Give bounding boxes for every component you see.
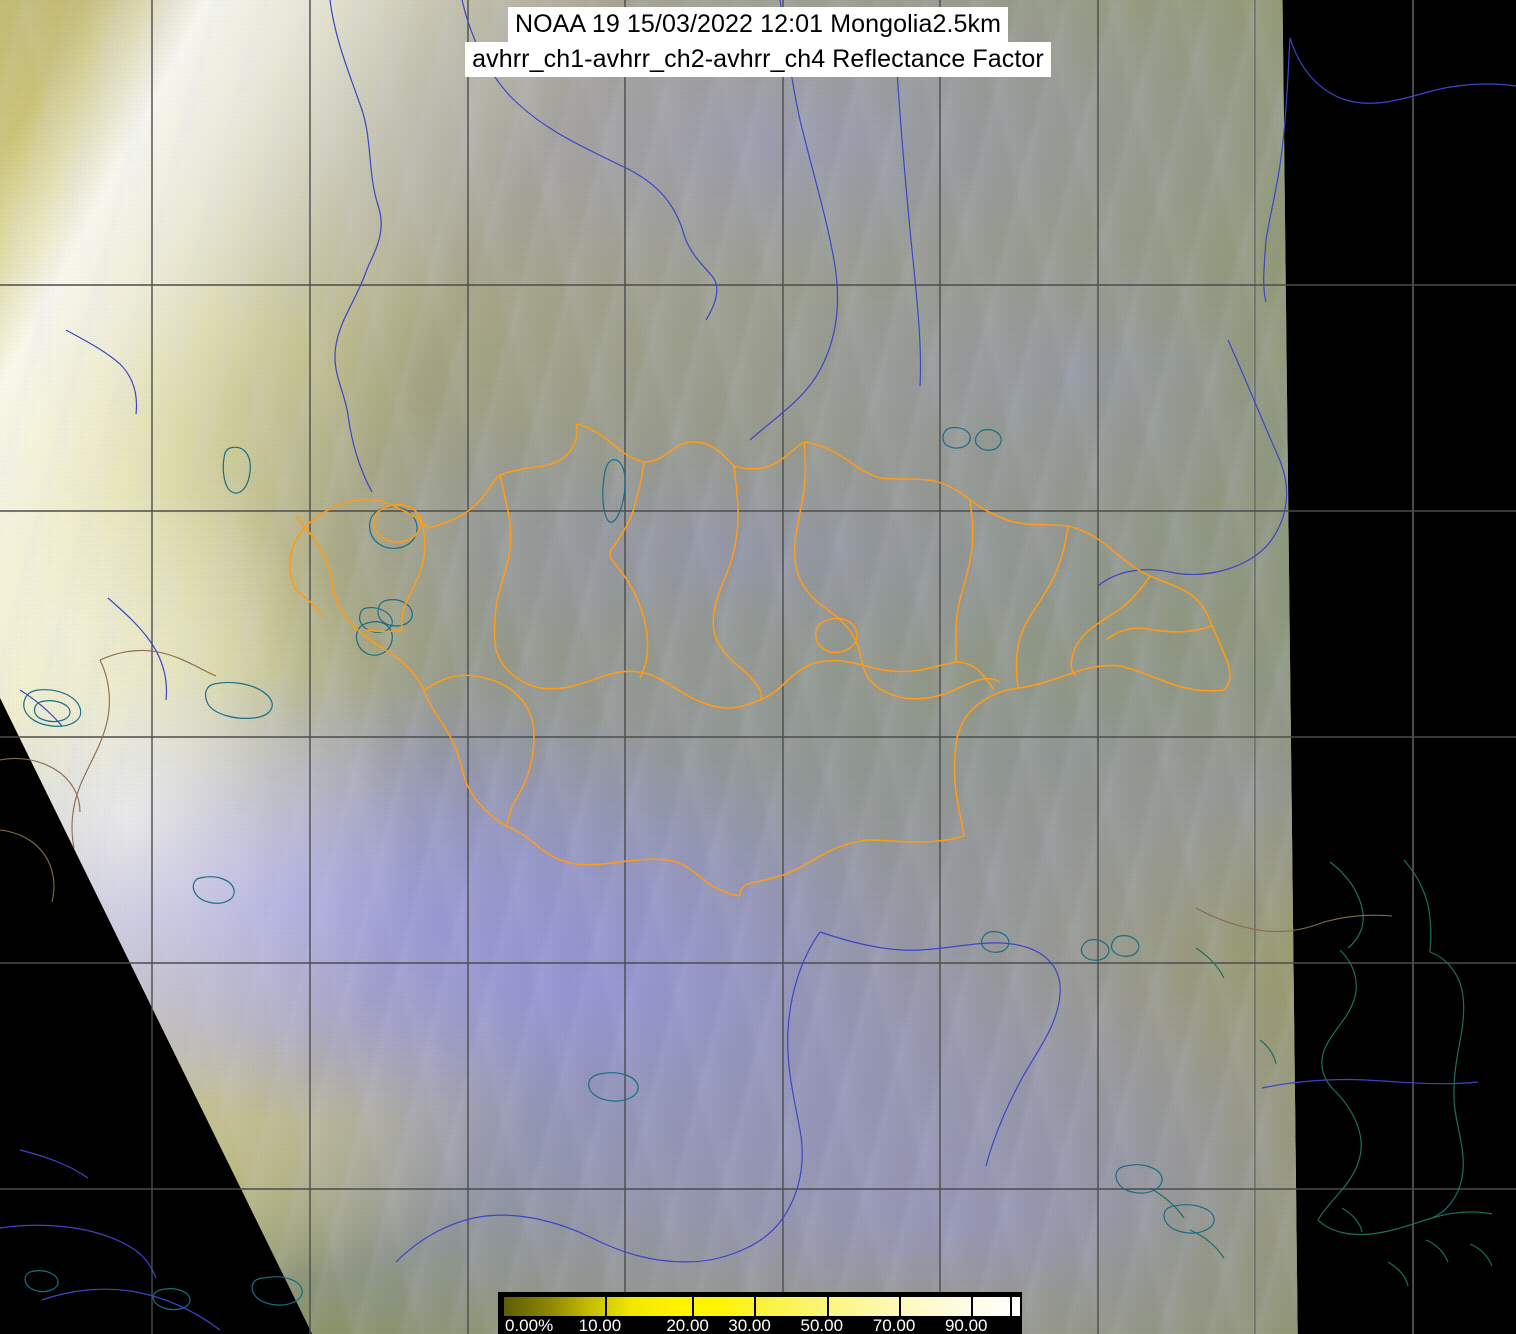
colorbar-tick-label: 90.00 (944, 1316, 988, 1334)
colorbar: 0.00% 10.00 20.00 30.00 50.00 70.00 90.00 (498, 1292, 1022, 1334)
colorbar-tick-label: 50.00 (800, 1316, 844, 1334)
colorbar-tick (970, 1297, 973, 1316)
colorbar-tick (754, 1297, 757, 1316)
mongolia-admin-boundaries (289, 423, 1231, 897)
colorbar-tick (826, 1297, 829, 1316)
national-borders (0, 649, 1393, 933)
coastline (1149, 859, 1493, 1287)
colorbar-tick-label: 30.00 (728, 1316, 771, 1334)
colorbar-tick (604, 1297, 607, 1316)
colorbar-tick-label: 10.00 (578, 1316, 622, 1334)
colorbar-labels: 0.00% 10.00 20.00 30.00 50.00 70.00 90.00 (500, 1316, 1020, 1334)
colorbar-end-tick (1010, 1297, 1012, 1316)
colorbar-tick-label: 0.00% (505, 1316, 554, 1334)
lakes (23, 427, 1215, 1311)
colorbar-tick-label: 20.00 (666, 1316, 709, 1334)
colorbar-tick-label: 70.00 (872, 1316, 916, 1334)
colorbar-tick (692, 1297, 695, 1316)
colorbar-gradient (504, 1297, 1020, 1316)
colorbar-tick (898, 1297, 901, 1316)
